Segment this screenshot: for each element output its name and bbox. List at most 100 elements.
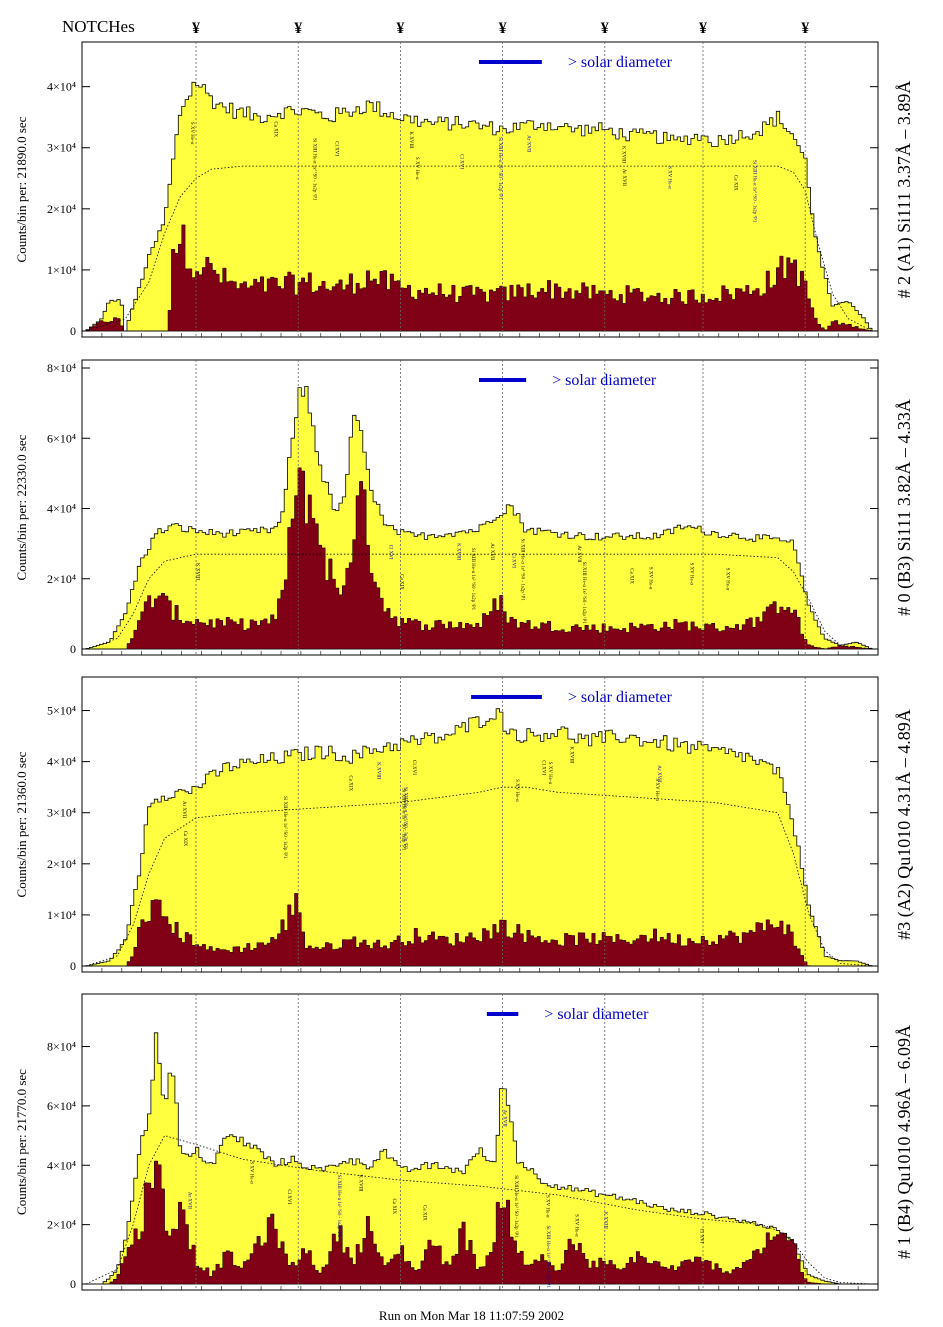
spectral-line-label: S XV He-α xyxy=(573,1214,578,1237)
solar-diameter-label: > solar diameter xyxy=(552,372,657,389)
notch-marker-6: ¥ xyxy=(699,20,707,37)
spectral-line-label: Ar XVII xyxy=(181,801,186,818)
y-tick-label: 2×10⁴ xyxy=(47,202,76,216)
y-tick-label: 0 xyxy=(70,1277,76,1291)
series-subset-counts xyxy=(86,893,872,967)
spectral-line-label: Si XIII He-α 1s² ¹S0 - 1s2p ¹P1 xyxy=(751,160,757,223)
spectral-line-label: Ca XIX xyxy=(732,175,737,191)
spectral-line-label: S XV He-α xyxy=(724,568,729,591)
spectral-line-label: S XV He-α xyxy=(547,762,552,785)
spectral-line-label: K XVIII xyxy=(357,1175,362,1192)
spectral-line-label: Cl XVI xyxy=(698,1229,703,1244)
y-tick-label: 6×10⁴ xyxy=(47,1099,76,1113)
notches-label: NOTCHes xyxy=(62,17,135,36)
y-tick-label: 1×10⁴ xyxy=(47,908,76,922)
spectral-line-label: S XV He-α xyxy=(514,779,519,802)
solar-diameter-label: > solar diameter xyxy=(568,54,673,71)
spectral-line-label: Ca XIX xyxy=(391,1198,396,1214)
spectral-line-label: Cl XVI xyxy=(333,141,338,156)
solar-diameter-label: > solar diameter xyxy=(568,689,673,706)
y-tick-label: 4×10⁴ xyxy=(47,502,76,516)
y-tick-label: 2×10⁴ xyxy=(47,857,76,871)
y-axis-label: Counts/bin per: 21770.0 sec xyxy=(14,1069,29,1215)
y-tick-label: 8×10⁴ xyxy=(47,361,76,375)
spectral-line-label: Si XIII He-α 1s² ¹S0 - 1s2p ¹P1 xyxy=(336,1175,342,1238)
y-tick-label: 1×10⁴ xyxy=(47,263,76,277)
spectral-line-label: S XV He-α xyxy=(689,562,694,585)
spectral-line-label: K XVIII xyxy=(195,563,200,580)
spectral-line-label: Ca XIX xyxy=(422,1205,427,1221)
spectral-line-label: Cl XVI xyxy=(286,1189,291,1204)
y-axis-label: Counts/bin per: 21360.0 sec xyxy=(14,751,29,897)
spectral-line-label: Cl XVI xyxy=(541,760,546,775)
spectral-line-label: Ca XIX xyxy=(347,775,352,791)
spectral-line-label: Cl XVI xyxy=(511,553,516,568)
spectral-line-label: Si XIII He-α 1s² ¹S0 - 1s2p ¹P1 xyxy=(311,138,317,201)
spectral-line-label: K XVIII xyxy=(621,146,626,163)
spectral-line-label: S XV He-α xyxy=(648,567,653,590)
detector-label: # 2 (A1) Si111 3.37Å – 3.89Å xyxy=(894,81,915,299)
spectral-line-label: Si XIII He-α 1s² ¹S0 - 1s2p ¹P1 xyxy=(520,539,526,602)
spectral-line-label: Cl XVI xyxy=(388,545,393,560)
spectral-line-label: Si XIII He-α 1s² ¹S0 - 1s2p ¹P1 xyxy=(545,1225,551,1288)
spectral-line-label: Si XIII He-α 1s² ¹S0 - 1s2p ¹P1 xyxy=(282,796,288,859)
y-tick-label: 0 xyxy=(70,324,76,338)
y-tick-label: 6×10⁴ xyxy=(47,431,76,445)
spectral-line-label: Ar XVII xyxy=(576,545,581,562)
series-subset-counts xyxy=(85,224,873,332)
series-subset-counts xyxy=(86,1160,872,1285)
spectral-line-label: Si XIII He-α 1s² ¹S0 - 1s2p ¹P1 xyxy=(403,787,409,850)
series-subset-counts xyxy=(86,467,873,650)
series-total-counts xyxy=(85,81,873,332)
spectral-line-label: Ar XVII xyxy=(489,543,494,560)
series-total-counts xyxy=(85,708,873,967)
spectral-line-label: S XV He-α xyxy=(666,166,671,189)
spectral-line-label: S XV He-α xyxy=(189,122,194,145)
spectral-line-label: Ar XVII xyxy=(187,1192,192,1209)
series-total-counts xyxy=(85,386,873,650)
spectral-line-label: Ca XIX xyxy=(182,831,187,847)
spectral-line-label: Si XIII He-α 1s² ¹S0 - 1s2p ¹P1 xyxy=(581,562,587,625)
spectral-line-label: K XVIII xyxy=(455,543,460,560)
y-tick-label: 4×10⁴ xyxy=(47,1158,76,1172)
spectral-line-label: Si XIII He-α 1s² ¹S0 - 1s2p ¹P1 xyxy=(513,1175,519,1238)
spectral-line-label: Si XIII He-α 1s² ¹S0 - 1s2p ¹P1 xyxy=(470,548,476,611)
spectral-line-label: Si XIII He-α 1s² ¹S0 - 1s2p ¹P1 xyxy=(401,788,407,851)
spectral-line-label: Ar XVII xyxy=(656,765,661,782)
y-axis-label: Counts/bin per: 22330.0 sec xyxy=(14,434,29,580)
notch-marker-4: ¥ xyxy=(499,20,507,37)
spectral-line-label: K XVIII xyxy=(603,1212,608,1229)
detector-label: # 1 (B4) Qu1010 4.96Å – 6.09Å xyxy=(894,1025,915,1259)
y-tick-label: 4×10⁴ xyxy=(47,755,76,769)
spectral-line-label: Ar XVII xyxy=(502,1110,507,1127)
spectral-line-label: Ca XIX xyxy=(273,121,278,137)
panel-2: Si XIII He-α 1s² ¹S0 - 1s2p ¹P1 S XV He-α… xyxy=(14,359,915,656)
y-tick-label: 5×10⁴ xyxy=(47,704,76,718)
spectral-line-label: Ca XIX xyxy=(399,574,404,590)
detector-label: #3 (A2) Qu1010 4.31Å – 4.89Å xyxy=(894,709,915,939)
spectral-line-label: Ar XVII xyxy=(525,135,530,152)
y-tick-label: 4×10⁴ xyxy=(47,80,76,94)
y-axis-label: Counts/bin per: 21890.0 sec xyxy=(14,116,29,262)
notch-marker-1: ¥ xyxy=(192,20,200,37)
notch-marker-5: ¥ xyxy=(601,20,609,37)
notch-marker-3: ¥ xyxy=(396,20,404,37)
spectral-line-label: K XVIII xyxy=(375,762,380,779)
panel-3: Si XIII He-α 1s² ¹S0 - 1s2p ¹P1 S XV He-α… xyxy=(14,676,915,973)
spectral-line-label: S XV He-α xyxy=(545,1195,550,1218)
spectral-line-label: Ca XIX xyxy=(629,568,634,584)
solar-diameter-label: > solar diameter xyxy=(544,1006,649,1023)
series-total-counts xyxy=(86,1032,872,1285)
y-tick-label: 3×10⁴ xyxy=(47,141,76,155)
y-tick-label: 0 xyxy=(70,959,76,973)
spectral-line-label: S XV He-α xyxy=(654,778,659,801)
spectral-line-label: Cl XVI xyxy=(411,760,416,775)
y-tick-label: 2×10⁴ xyxy=(47,1218,76,1232)
panel-4: Si XIII He-α 1s² ¹S0 - 1s2p ¹P1 S XV He-α… xyxy=(14,993,915,1291)
notch-marker-7: ¥ xyxy=(801,20,809,37)
y-tick-label: 3×10⁴ xyxy=(47,806,76,820)
y-tick-label: 0 xyxy=(70,642,76,656)
notch-marker-2: ¥ xyxy=(294,20,302,37)
spectral-line-label: Cl XVI xyxy=(458,154,463,169)
